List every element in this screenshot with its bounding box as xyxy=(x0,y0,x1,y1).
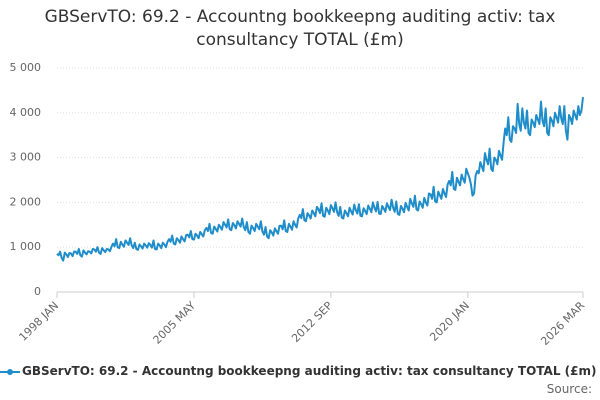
x-tick-label: 2026 MAR xyxy=(538,299,587,348)
x-tick-label: 2012 SEP xyxy=(289,299,335,345)
chart-title: GBServTO: 69.2 - Accountng bookkeepng au… xyxy=(44,7,556,50)
legend[interactable]: GBServTO: 69.2 - Accountng bookkeepng au… xyxy=(0,364,600,378)
source: Source: xyxy=(546,382,592,396)
legend-swatch xyxy=(0,368,20,375)
y-tick-label: 3 000 xyxy=(10,151,42,164)
y-tick-label: 1 000 xyxy=(10,240,42,253)
data-line xyxy=(56,97,584,262)
x-tick-label: 1998 JAN xyxy=(16,299,61,344)
y-tick-label: 4 000 xyxy=(10,106,42,119)
x-tick-label: 2005 MAY xyxy=(151,299,199,347)
y-tick-label: 2 000 xyxy=(10,195,42,208)
x-tick-label: 2020 JAN xyxy=(427,299,472,344)
y-tick-label: 5 000 xyxy=(10,61,42,74)
y-tick-label: 0 xyxy=(34,285,41,298)
legend-label: GBServTO: 69.2 - Accountng bookkeepng au… xyxy=(22,364,597,378)
